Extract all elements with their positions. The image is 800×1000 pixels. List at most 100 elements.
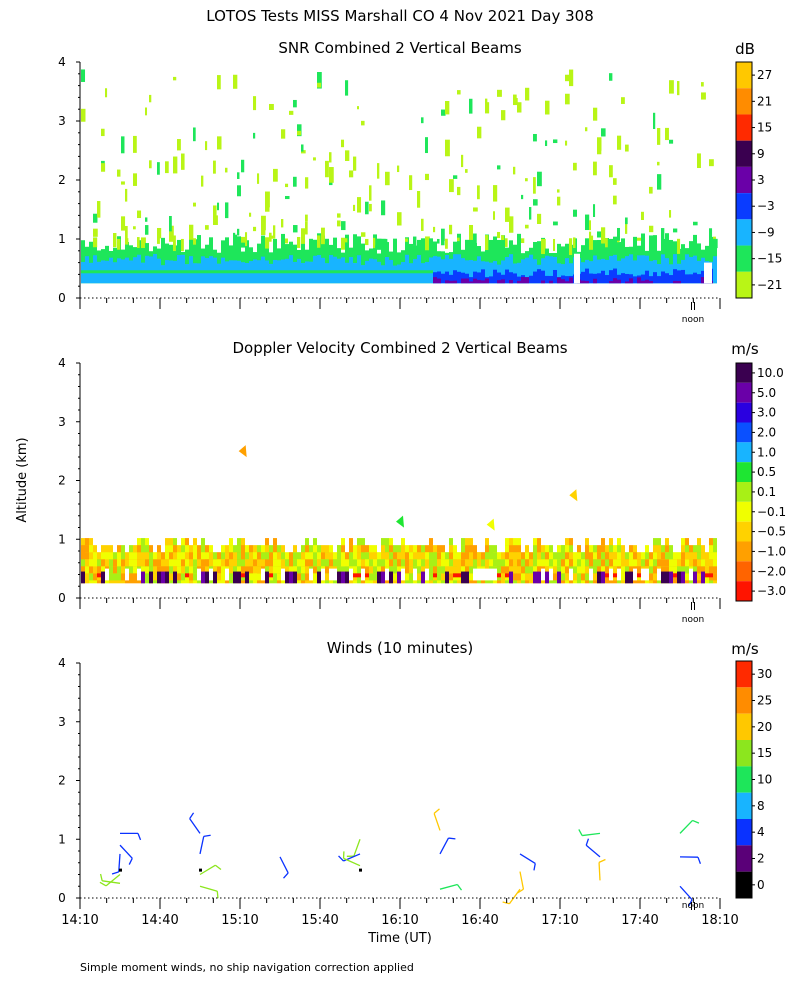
snr-cell (469, 224, 474, 240)
doppler-cell (693, 559, 697, 567)
doppler-cell (677, 566, 681, 574)
doppler-cell (213, 571, 217, 584)
snr-cell (713, 256, 717, 284)
doppler-cell (349, 552, 353, 560)
snr-cell (441, 238, 445, 246)
doppler-cell (261, 545, 265, 553)
snr-cell (669, 210, 672, 218)
snr-cell (441, 228, 445, 241)
doppler-cell (161, 559, 165, 567)
doppler-cell (269, 559, 273, 567)
doppler-cell (341, 538, 345, 546)
doppler-cell (269, 573, 273, 578)
panel-2-title: Doppler Velocity Combined 2 Vertical Bea… (232, 339, 567, 357)
doppler-cell (645, 552, 649, 560)
doppler-cell (537, 566, 541, 574)
doppler-cell (85, 566, 89, 574)
doppler-cell (429, 538, 433, 546)
snr-cell (541, 238, 546, 255)
doppler-cell (441, 559, 445, 567)
colorbar-label: −0.1 (757, 505, 786, 519)
snr-cell (609, 280, 613, 284)
doppler-cell (537, 571, 541, 584)
doppler-cell (657, 568, 661, 581)
doppler-cell (485, 559, 489, 567)
wind-barb (199, 864, 216, 876)
doppler-cell (329, 545, 333, 553)
doppler-cell (649, 566, 653, 574)
doppler-cell (377, 552, 381, 560)
snr-cell (245, 270, 249, 274)
doppler-cell (373, 566, 377, 574)
doppler-cell (413, 559, 417, 567)
wind-barb (338, 855, 344, 862)
doppler-cell (709, 538, 713, 546)
doppler-cell (81, 552, 85, 560)
snr-cell (537, 241, 541, 284)
snr-cell (345, 238, 348, 243)
doppler-cell (173, 538, 177, 546)
snr-cell (477, 279, 481, 284)
doppler-cell (421, 559, 425, 567)
doppler-cell (137, 552, 141, 560)
snr-cell (133, 135, 137, 153)
doppler-cell (449, 552, 453, 560)
snr-cell (285, 270, 289, 274)
doppler-cell (353, 559, 357, 567)
doppler-cell (273, 573, 277, 581)
doppler-cell (685, 552, 689, 560)
doppler-cell (641, 568, 645, 581)
snr-cell (353, 204, 356, 212)
doppler-cell (225, 552, 229, 560)
snr-cell (677, 238, 681, 254)
doppler-cell (561, 566, 565, 574)
doppler-cell (521, 559, 525, 567)
doppler-cell (409, 552, 413, 560)
doppler-cell (145, 538, 149, 546)
colorbar-swatch (736, 422, 752, 443)
doppler-cell (365, 566, 369, 574)
doppler-cell (101, 559, 105, 567)
doppler-cell (505, 559, 509, 567)
doppler-cell (517, 559, 521, 567)
colorbar-label: −2.0 (757, 564, 786, 578)
snr-cell (637, 237, 642, 241)
doppler-cell (593, 573, 597, 581)
colorbar-label: −3.0 (757, 584, 786, 598)
snr-cell (513, 263, 517, 284)
snr-cell (297, 236, 301, 248)
snr-cell (501, 279, 505, 284)
doppler-cell (89, 552, 93, 560)
doppler-cell (257, 552, 261, 560)
snr-cell (421, 238, 425, 284)
snr-cell (89, 241, 93, 284)
snr-cell (613, 195, 617, 205)
snr-cell (381, 270, 385, 274)
snr-cell (421, 218, 424, 231)
snr-cell (333, 256, 337, 284)
doppler-cell (241, 566, 245, 574)
snr-cell (385, 257, 389, 284)
doppler-cell (533, 538, 537, 546)
wind-barb (119, 844, 133, 859)
snr-cell (177, 139, 181, 151)
snr-cell (93, 213, 98, 223)
doppler-cell (197, 545, 201, 553)
snr-cell (477, 272, 481, 284)
snr-cell (161, 265, 165, 284)
doppler-cell (189, 573, 193, 581)
doppler-cell (449, 573, 453, 581)
snr-cell (693, 255, 697, 284)
doppler-cell (229, 566, 233, 574)
doppler-cell (333, 552, 337, 560)
snr-cell (661, 271, 665, 284)
doppler-cell (137, 559, 141, 567)
snr-cell (173, 235, 176, 252)
snr-cell (585, 214, 590, 231)
doppler-cell (193, 559, 197, 567)
snr-cell (601, 227, 606, 244)
doppler-cell (193, 552, 197, 560)
doppler-cell (601, 545, 605, 553)
colorbar-swatch (736, 687, 752, 714)
snr-cell (477, 126, 482, 139)
